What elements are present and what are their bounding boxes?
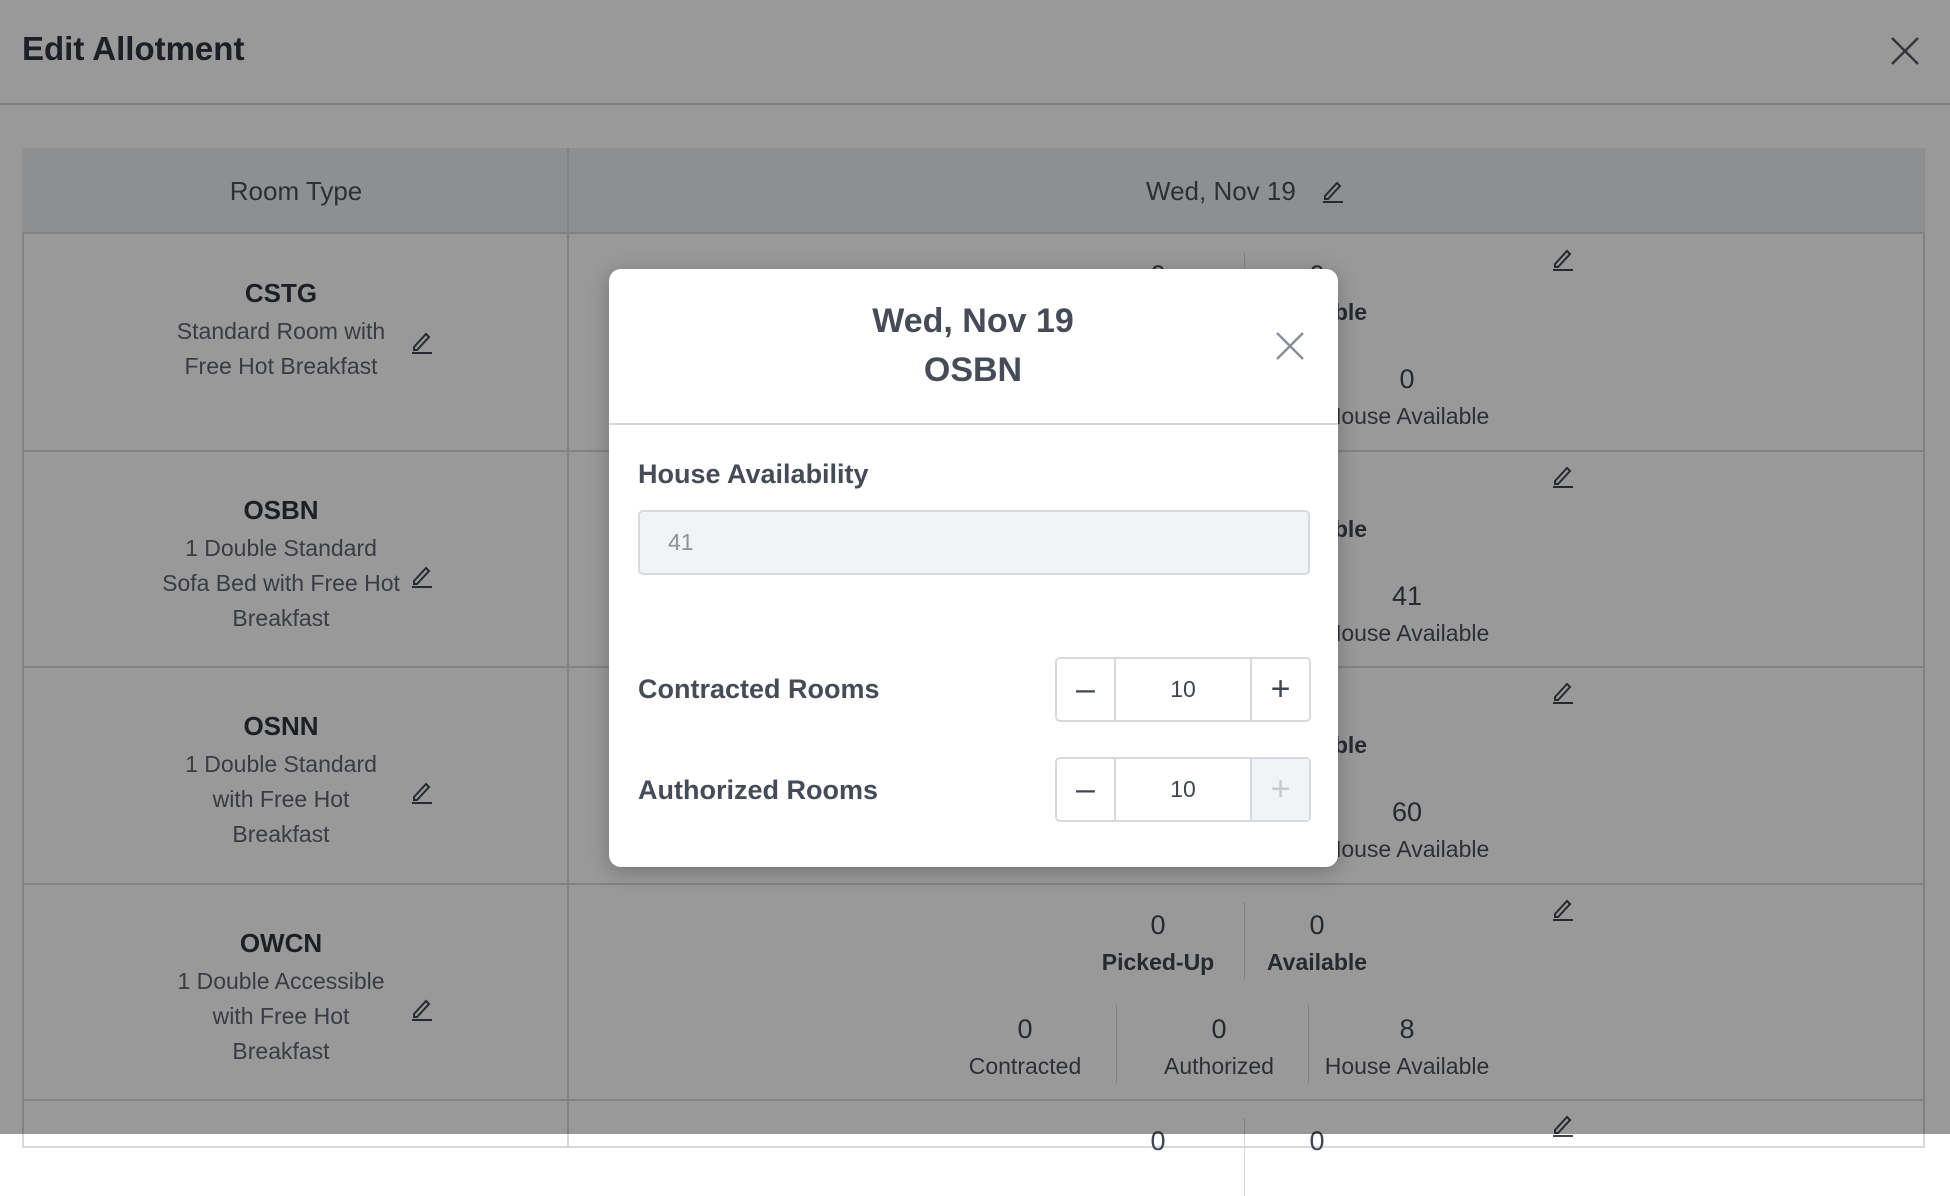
room-description-line: Free Hot Breakfast [184, 353, 378, 379]
plus-icon: + [1270, 770, 1291, 808]
room-code: OSNN [243, 711, 319, 741]
room-description-line: Breakfast [232, 1037, 330, 1064]
picked-up-label: Picked-Up [1101, 948, 1215, 975]
stat-separator [1244, 901, 1245, 980]
room-description-line: 1 Double Standard [185, 534, 377, 561]
modal-title-date: Wed, Nov 19 [872, 302, 1074, 340]
authorized-value: 0 [1211, 1013, 1227, 1044]
column-divider [567, 148, 569, 1148]
contracted-rooms-input[interactable]: 10 [1114, 659, 1252, 720]
edit-room-pencil-icon[interactable] [410, 329, 434, 355]
room-code: CSTG [244, 278, 318, 308]
edit-room-modal: Wed, Nov 19 OSBN House Availability 41 C… [609, 269, 1338, 867]
dialog-header: Edit Allotment [0, 0, 1950, 105]
edit-allotment-pencil-icon[interactable] [1551, 679, 1575, 705]
table-header [22, 148, 1925, 234]
contracted-rooms-label: Contracted Rooms [638, 674, 880, 704]
picked-up-value: 0 [1150, 909, 1166, 940]
minus-icon: – [1076, 770, 1095, 808]
contracted-decrement-button[interactable]: – [1057, 659, 1114, 720]
edit-allotment-pencil-icon[interactable] [1551, 246, 1575, 272]
house-available-label: House Available [1324, 619, 1490, 646]
page-title: Edit Allotment [22, 30, 245, 67]
row-divider [22, 882, 1925, 885]
house-availability-input: 41 [638, 510, 1310, 575]
edit-room-pencil-icon[interactable] [410, 563, 434, 589]
authorized-rooms-label: Authorized Rooms [638, 775, 878, 805]
available-value: 0 [1309, 909, 1325, 940]
house-available-label: House Available [1324, 836, 1490, 862]
room-description-line: Breakfast [232, 604, 330, 631]
edit-allotment-pencil-icon[interactable] [1551, 896, 1575, 922]
edit-date-pencil-icon[interactable] [1321, 178, 1345, 204]
contracted-label: Contracted [968, 1052, 1082, 1079]
header-date: Wed, Nov 19 [1146, 176, 1296, 206]
row-divider [22, 1099, 1925, 1101]
minus-icon: – [1076, 670, 1095, 708]
house-available-value: 8 [1399, 1013, 1415, 1044]
plus-icon: + [1270, 670, 1291, 708]
room-description-line: Breakfast [232, 821, 330, 847]
authorized-rooms-input[interactable]: 10 [1114, 759, 1252, 820]
stat-separator [1308, 1004, 1309, 1083]
contracted-rooms-stepper: – 10 + [1055, 657, 1311, 722]
house-available-value: 0 [1399, 364, 1415, 394]
header-room-type: Room Type [229, 176, 363, 206]
edit-room-pencil-icon[interactable] [410, 779, 434, 805]
house-availability-label: House Availability [638, 459, 869, 489]
house-available-label: House Available [1324, 1052, 1490, 1079]
authorized-decrement-button[interactable]: – [1057, 759, 1114, 820]
close-icon[interactable] [1275, 331, 1305, 361]
room-code: OWCN [239, 927, 323, 958]
room-description-line: Sofa Bed with Free Hot [162, 569, 400, 596]
contracted-value: 0 [1017, 1013, 1033, 1044]
authorized-rooms-stepper: – 10 + [1055, 757, 1311, 822]
authorized-label: Authorized [1164, 1052, 1274, 1079]
authorized-increment-button: + [1252, 759, 1309, 820]
room-description-line: 1 Double Accessible [177, 967, 385, 994]
house-available-value: 60 [1391, 797, 1423, 827]
modal-divider [609, 423, 1338, 425]
room-description-line: 1 Double Standard [185, 751, 377, 777]
room-description-line: with Free Hot [212, 1002, 350, 1029]
room-code: OSBN [243, 494, 319, 525]
edit-allotment-pencil-icon[interactable] [1551, 463, 1575, 489]
close-icon[interactable] [1888, 34, 1922, 68]
house-available-value: 41 [1391, 580, 1423, 611]
room-description-line: with Free Hot [212, 786, 350, 812]
edit-room-pencil-icon[interactable] [410, 996, 434, 1022]
room-description-line: Standard Room with [176, 318, 386, 344]
stat-separator [1116, 1004, 1117, 1083]
house-available-label: House Available [1324, 403, 1490, 429]
available-label: Available [1266, 948, 1368, 975]
contracted-increment-button[interactable]: + [1252, 659, 1309, 720]
modal-title-room: OSBN [923, 351, 1023, 389]
